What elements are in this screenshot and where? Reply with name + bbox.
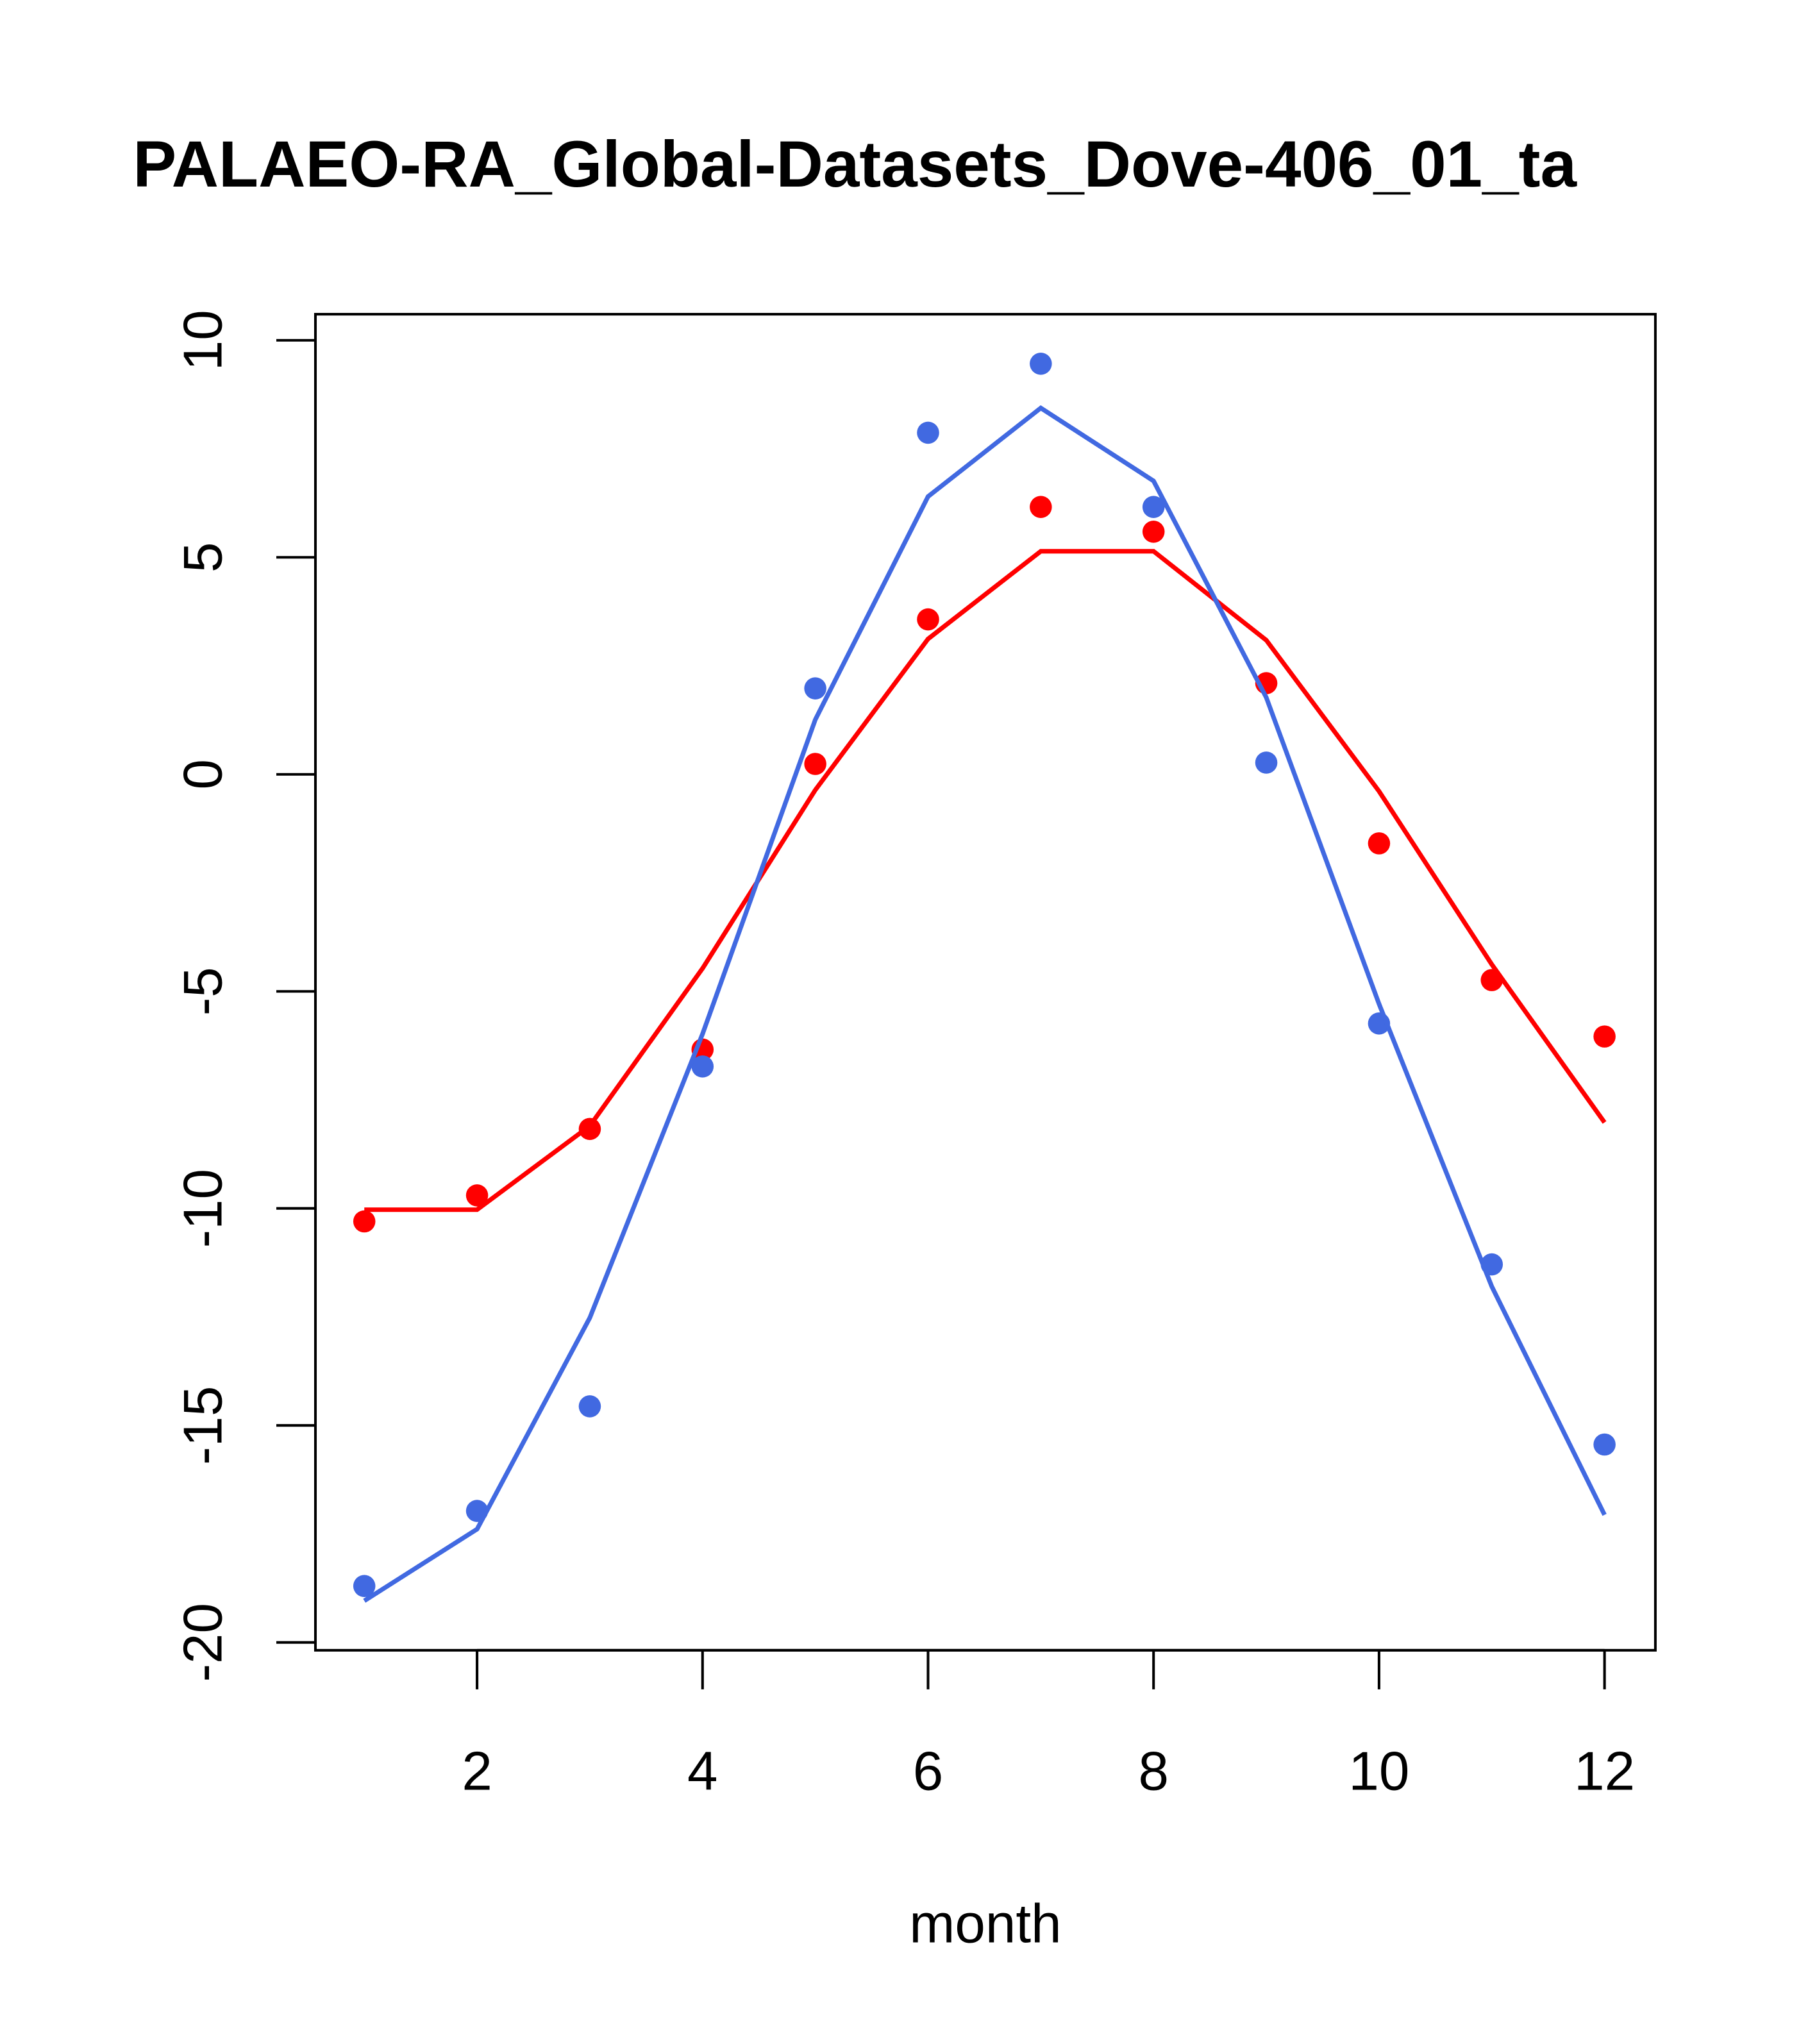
y-tick-label: 10 (173, 310, 234, 371)
data-point (804, 753, 826, 775)
data-point (1255, 751, 1278, 774)
x-tick-label: 8 (1138, 1741, 1168, 1802)
x-axis-label: month (909, 1893, 1061, 1954)
chart-title: PALAEO-RA_Global-Datasets_Dove-406_01_ta (133, 128, 1577, 201)
data-point (1030, 496, 1052, 518)
x-tick-label: 12 (1574, 1741, 1635, 1802)
y-tick-label: -20 (173, 1603, 234, 1682)
data-point (1593, 1025, 1616, 1048)
data-point (691, 1055, 714, 1078)
data-point (917, 421, 939, 444)
data-point (353, 1575, 376, 1597)
data-point (1030, 353, 1052, 375)
data-point (1142, 496, 1165, 518)
data-point (917, 608, 939, 631)
y-tick-label: -5 (173, 967, 234, 1016)
x-tick-label: 2 (462, 1741, 492, 1802)
data-point (578, 1118, 601, 1141)
data-point (1368, 832, 1391, 855)
plot-frame (314, 313, 1657, 1652)
data-point (1142, 521, 1165, 543)
data-point (1593, 1433, 1616, 1456)
x-tick-label: 10 (1348, 1741, 1409, 1802)
y-tick-label: -10 (173, 1169, 234, 1248)
data-point (353, 1210, 376, 1233)
series-line-3 (363, 405, 1607, 1603)
x-tick-label: 6 (913, 1741, 943, 1802)
y-tick-label: 5 (173, 542, 234, 572)
data-point (465, 1184, 489, 1207)
data-point (578, 1395, 601, 1418)
y-tick-label: -15 (173, 1386, 234, 1465)
y-tick-label: 0 (173, 759, 234, 789)
series-line-1 (364, 549, 1607, 1212)
data-point (804, 677, 826, 699)
x-tick-label: 4 (687, 1741, 717, 1802)
